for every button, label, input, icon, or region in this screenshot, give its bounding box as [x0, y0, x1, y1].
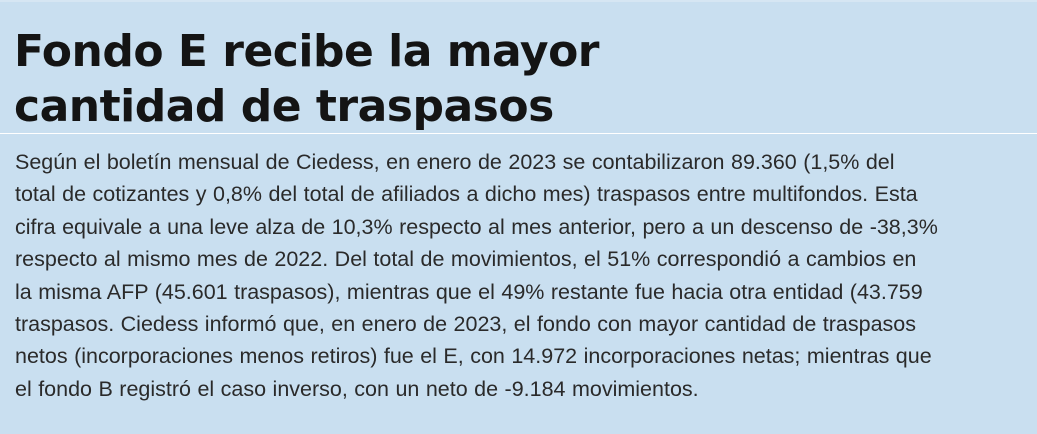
headline-line: Fondo E recibe la mayor	[14, 26, 600, 77]
body-line: respecto al mismo mes de 2022. Del total…	[15, 247, 917, 272]
body-line: la misma AFP (45.601 traspasos), mientra…	[15, 279, 923, 304]
body-line: total de cotizantes y 0,8% del total de …	[15, 182, 918, 207]
body-line: Según el boletín mensual de Ciedess, en …	[15, 150, 895, 174]
article-headline: Fondo E recibe la mayor cantidad de tras…	[14, 24, 974, 134]
body-line: netos (incorporaciones menos retiros) fu…	[15, 344, 932, 369]
body-line: cifra equivale a una leve alza de 10,3% …	[15, 214, 938, 239]
headline-line: cantidad de traspasos	[14, 81, 554, 132]
body-line: el fondo B registró el caso inverso, con…	[15, 376, 699, 401]
article-body: Según el boletín mensual de Ciedess, en …	[15, 146, 1025, 405]
headline-divider	[0, 133, 1037, 134]
body-line: traspasos. Ciedess informó que, en enero…	[15, 312, 916, 337]
